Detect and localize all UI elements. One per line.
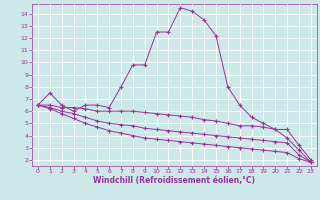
X-axis label: Windchill (Refroidissement éolien,°C): Windchill (Refroidissement éolien,°C) bbox=[93, 176, 255, 185]
